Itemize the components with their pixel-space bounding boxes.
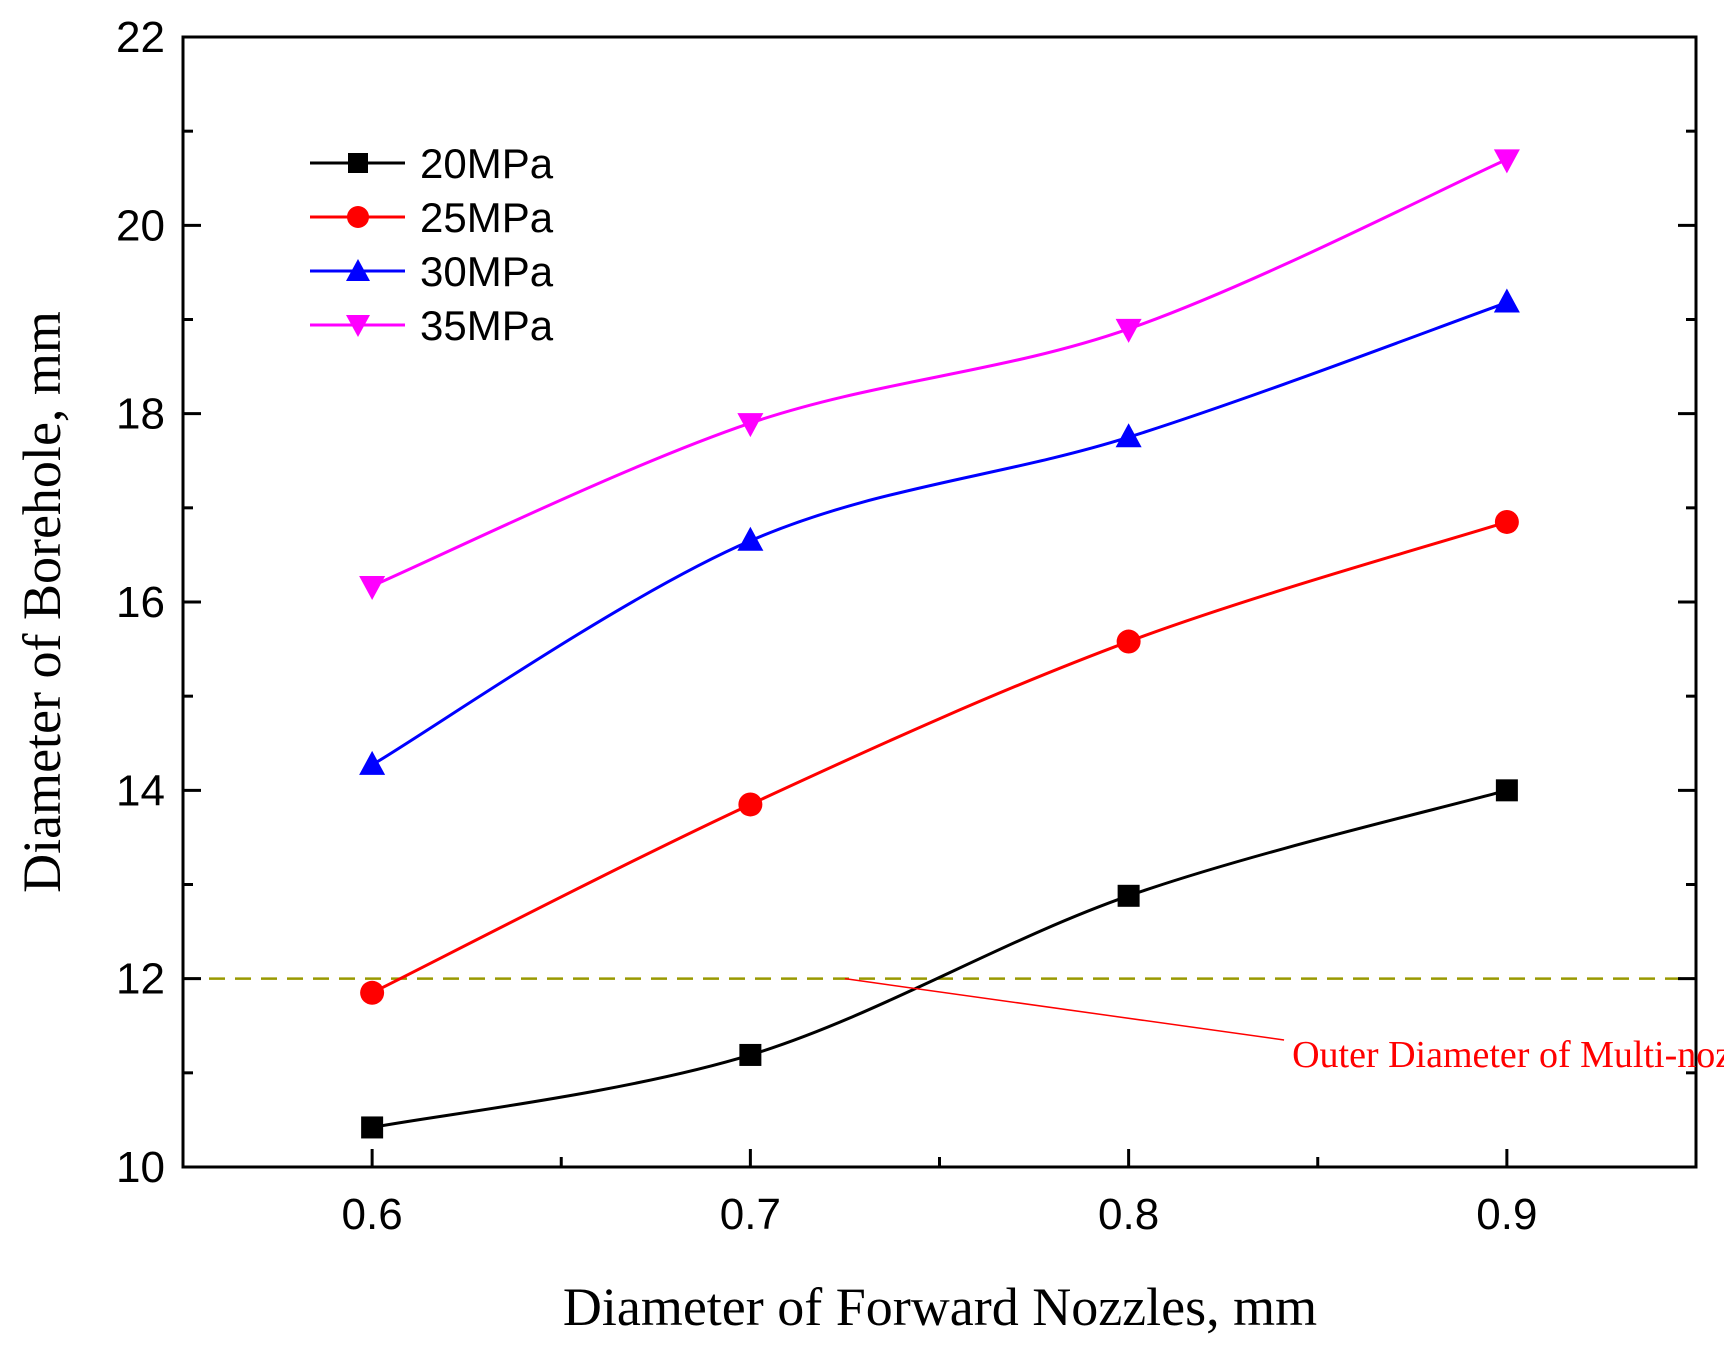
data-point-30mpa bbox=[359, 750, 386, 775]
series-line-20mpa bbox=[371, 788, 1508, 1129]
legend-label-20mpa: 20MPa bbox=[420, 140, 554, 187]
data-point-35mpa bbox=[359, 575, 386, 600]
legend-label-30mpa: 30MPa bbox=[420, 248, 554, 295]
x-tick-label: 0.8 bbox=[1098, 1190, 1159, 1239]
series-line-35mpa bbox=[371, 158, 1508, 588]
data-point-30mpa bbox=[737, 526, 764, 551]
data-point-35mpa bbox=[1115, 318, 1142, 343]
y-tick-label: 10 bbox=[116, 1143, 165, 1192]
series-line-30mpa bbox=[371, 301, 1508, 767]
data-point-20mpa bbox=[1117, 884, 1140, 907]
data-point-20mpa bbox=[361, 1116, 384, 1139]
y-axis-title: Diameter of Borehole, mm bbox=[12, 311, 72, 893]
legend-marker-25mpa bbox=[347, 206, 369, 228]
x-tick-label: 0.9 bbox=[1476, 1190, 1537, 1239]
legend-marker-20mpa bbox=[348, 153, 368, 173]
annotation-text: Outer Diameter of Multi-nozzle Bit bbox=[1292, 1034, 1724, 1076]
y-tick-label: 16 bbox=[116, 578, 165, 627]
data-point-30mpa bbox=[1493, 288, 1520, 313]
legend-label-35mpa: 35MPa bbox=[420, 302, 554, 349]
data-point-20mpa bbox=[1495, 779, 1518, 802]
y-tick-label: 22 bbox=[116, 13, 165, 62]
data-point-20mpa bbox=[739, 1043, 762, 1066]
legend-marker-30mpa bbox=[346, 259, 370, 281]
y-tick-label: 18 bbox=[116, 390, 165, 439]
series-line-25mpa bbox=[371, 520, 1508, 995]
data-point-25mpa bbox=[1494, 509, 1519, 534]
annotation-leader-line bbox=[844, 977, 1285, 1041]
data-point-35mpa bbox=[737, 413, 764, 438]
data-point-25mpa bbox=[360, 980, 385, 1005]
x-tick-label: 0.6 bbox=[342, 1190, 403, 1239]
data-point-30mpa bbox=[1115, 423, 1142, 448]
x-tick-label: 0.7 bbox=[720, 1190, 781, 1239]
y-tick-label: 14 bbox=[116, 766, 165, 815]
y-tick-label: 12 bbox=[116, 955, 165, 1004]
legend-marker-35mpa bbox=[346, 315, 370, 337]
x-axis-title: Diameter of Forward Nozzles, mm bbox=[563, 1277, 1317, 1337]
plot-frame bbox=[181, 35, 1698, 1169]
legend-label-25mpa: 25MPa bbox=[420, 194, 554, 241]
data-point-25mpa bbox=[1116, 629, 1141, 654]
data-point-25mpa bbox=[738, 792, 763, 817]
data-point-35mpa bbox=[1493, 149, 1520, 174]
legend: 20MPa 25MPa 30MPa 35MPa bbox=[310, 140, 554, 349]
y-tick-label: 20 bbox=[116, 201, 165, 250]
